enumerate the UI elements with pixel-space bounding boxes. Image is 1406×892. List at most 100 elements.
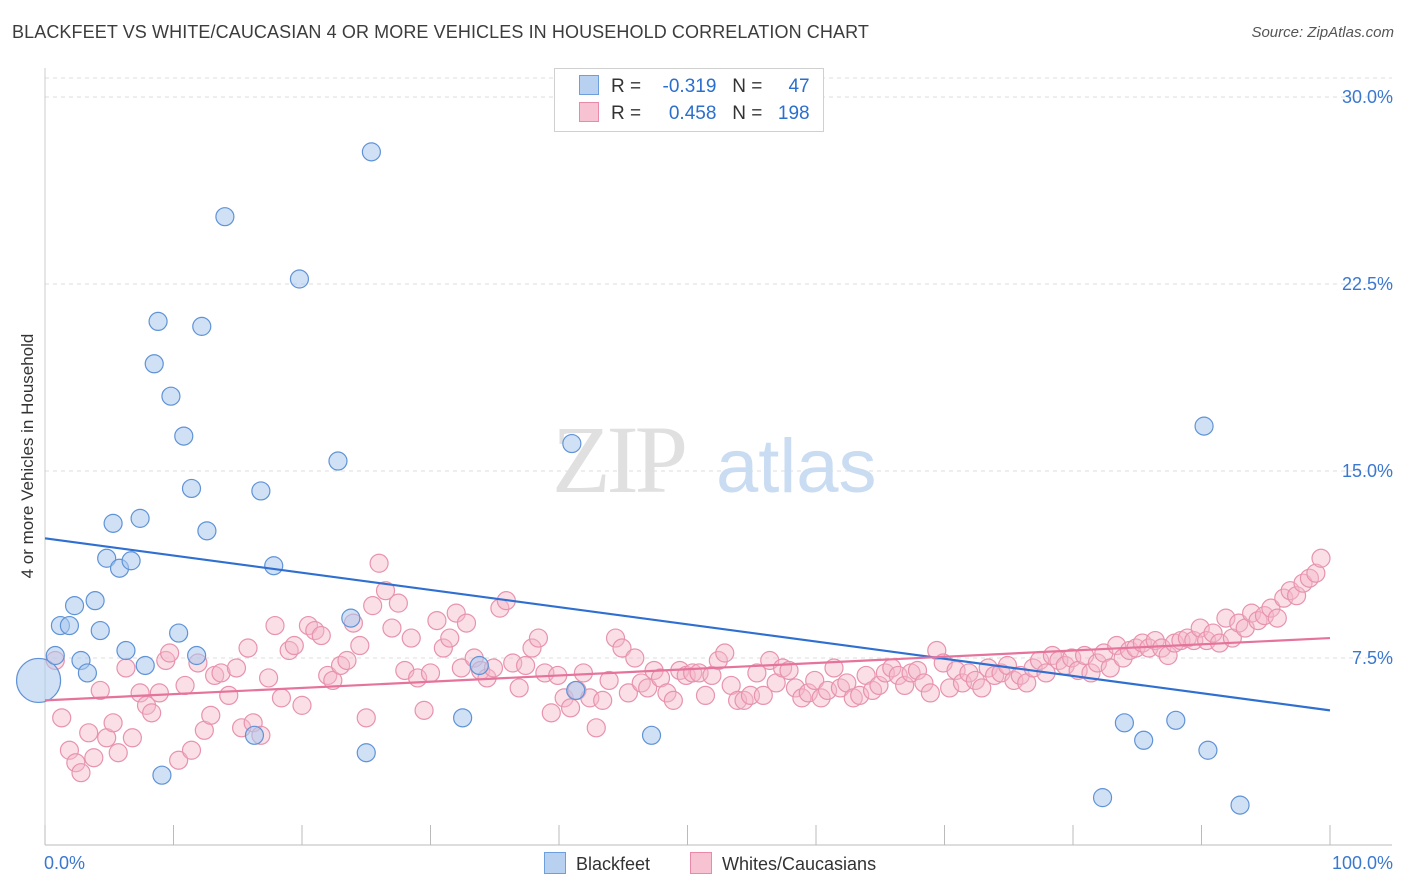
whites-point: [541, 703, 561, 723]
whites-point: [84, 748, 104, 768]
blackfeet-point: [1194, 416, 1214, 436]
legend-r-value-blackfeet: -0.319: [662, 76, 717, 97]
bottom-legend-swatch-blackfeet: [544, 852, 566, 874]
whites-point: [414, 700, 434, 720]
whites-point: [1152, 638, 1172, 658]
y-axis-label: 4 or more Vehicles in Household: [18, 333, 37, 579]
whites-point: [509, 678, 529, 698]
whites-point: [108, 743, 128, 763]
whites-point: [599, 670, 619, 691]
legend-row-whites: R = 0.458 N = 198: [579, 102, 810, 126]
blackfeet-point: [152, 765, 172, 785]
tick-labels: 7.5% 15.0% 22.5% 30.0% 0.0% 100.0%: [44, 87, 1393, 873]
whites-point: [446, 603, 466, 623]
blackfeet-point: [251, 481, 271, 501]
legend-n-label: N =: [732, 103, 763, 124]
whites-point: [401, 628, 421, 648]
watermark-zip: ZIP: [552, 406, 685, 513]
blackfeet-point: [85, 591, 105, 611]
whites-point: [1229, 613, 1249, 633]
whites-point: [284, 635, 304, 656]
whites-point: [1100, 658, 1120, 678]
chart-title: BLACKFEET VS WHITE/CAUCASIAN 4 OR MORE V…: [12, 22, 869, 42]
legend-n-label: N =: [732, 76, 763, 97]
blackfeet-point: [90, 620, 110, 641]
legend-n-value-whites: 198: [777, 103, 810, 124]
correlation-legend: R = -0.319 N = 47 R = 0.458 N = 198: [554, 68, 824, 132]
blackfeet-point: [161, 386, 181, 406]
legend-swatch-blackfeet: [579, 75, 599, 95]
whites-point: [695, 685, 716, 706]
whites-point: [850, 685, 870, 706]
whites-point: [625, 648, 645, 668]
blackfeet-point: [641, 725, 662, 745]
whites-point: [560, 698, 581, 718]
blackfeet-point: [148, 311, 168, 331]
whites-point: [528, 628, 549, 648]
whites-point: [90, 680, 110, 701]
source-label: Source: ZipAtlas.com: [1251, 24, 1394, 41]
y-tick-label: 30.0%: [1342, 87, 1393, 107]
blackfeet-point: [174, 426, 194, 446]
whites-point: [708, 650, 728, 671]
legend-r-label: R =: [611, 76, 642, 97]
blackfeet-point: [341, 608, 361, 628]
whites-point: [805, 670, 825, 691]
legend-r-value-whites: 0.458: [668, 103, 717, 124]
whites-point: [824, 658, 844, 678]
whites-point: [1248, 610, 1268, 631]
blackfeet-point: [289, 269, 310, 289]
whites-point: [298, 615, 319, 636]
whites-point: [1261, 598, 1281, 618]
whites-point: [103, 713, 123, 733]
whites-point: [160, 643, 180, 663]
whites-point: [1107, 635, 1127, 656]
whites-point: [265, 615, 285, 636]
whites-point: [747, 663, 767, 683]
whites-point: [914, 673, 934, 693]
blackfeet-point: [192, 316, 212, 336]
whites-point: [130, 683, 150, 703]
whites-point: [363, 596, 383, 616]
blackfeet-point: [121, 551, 141, 571]
blackfeet-point: [45, 645, 65, 666]
blackfeet-point: [130, 508, 150, 528]
blackfeet-point: [103, 513, 123, 533]
whites-point: [1311, 548, 1331, 568]
whites-point: [1299, 568, 1320, 588]
legend-n-value-blackfeet: 47: [788, 76, 810, 97]
blackfeet-point: [169, 623, 189, 643]
whites-trend-line: [44, 636, 1331, 702]
whites-point: [122, 728, 142, 748]
whites-point: [149, 683, 169, 703]
whites-point: [175, 675, 195, 696]
whites-point: [323, 670, 343, 691]
whites-point: [779, 660, 799, 681]
whites-point: [1190, 618, 1210, 638]
whites-point: [631, 673, 651, 693]
whites-point: [52, 708, 72, 728]
whites-point: [940, 678, 960, 698]
whites-point: [305, 620, 325, 641]
whites-point: [71, 763, 91, 783]
blackfeet-point: [356, 743, 376, 763]
whites-point: [1306, 563, 1326, 583]
blackfeet-point: [1166, 710, 1186, 730]
whites-point: [258, 668, 279, 688]
bottom-legend-whites: Whites/Caucasians: [690, 852, 876, 875]
blackfeet-point: [1198, 740, 1218, 760]
whites-point: [612, 638, 632, 658]
axes: [44, 68, 1392, 846]
whites-point: [201, 705, 221, 725]
whites-point: [375, 581, 396, 601]
y-tick-label: 7.5%: [1352, 648, 1393, 668]
blackfeet-trend-line: [44, 537, 1331, 712]
whites-point: [181, 740, 202, 760]
blackfeet-point: [181, 478, 202, 499]
whites-point: [116, 658, 136, 678]
blackfeet-point: [1092, 788, 1113, 808]
blackfeet-point: [77, 663, 98, 683]
blackfeet-point: [144, 354, 164, 374]
legend-r-label: R =: [611, 103, 642, 124]
